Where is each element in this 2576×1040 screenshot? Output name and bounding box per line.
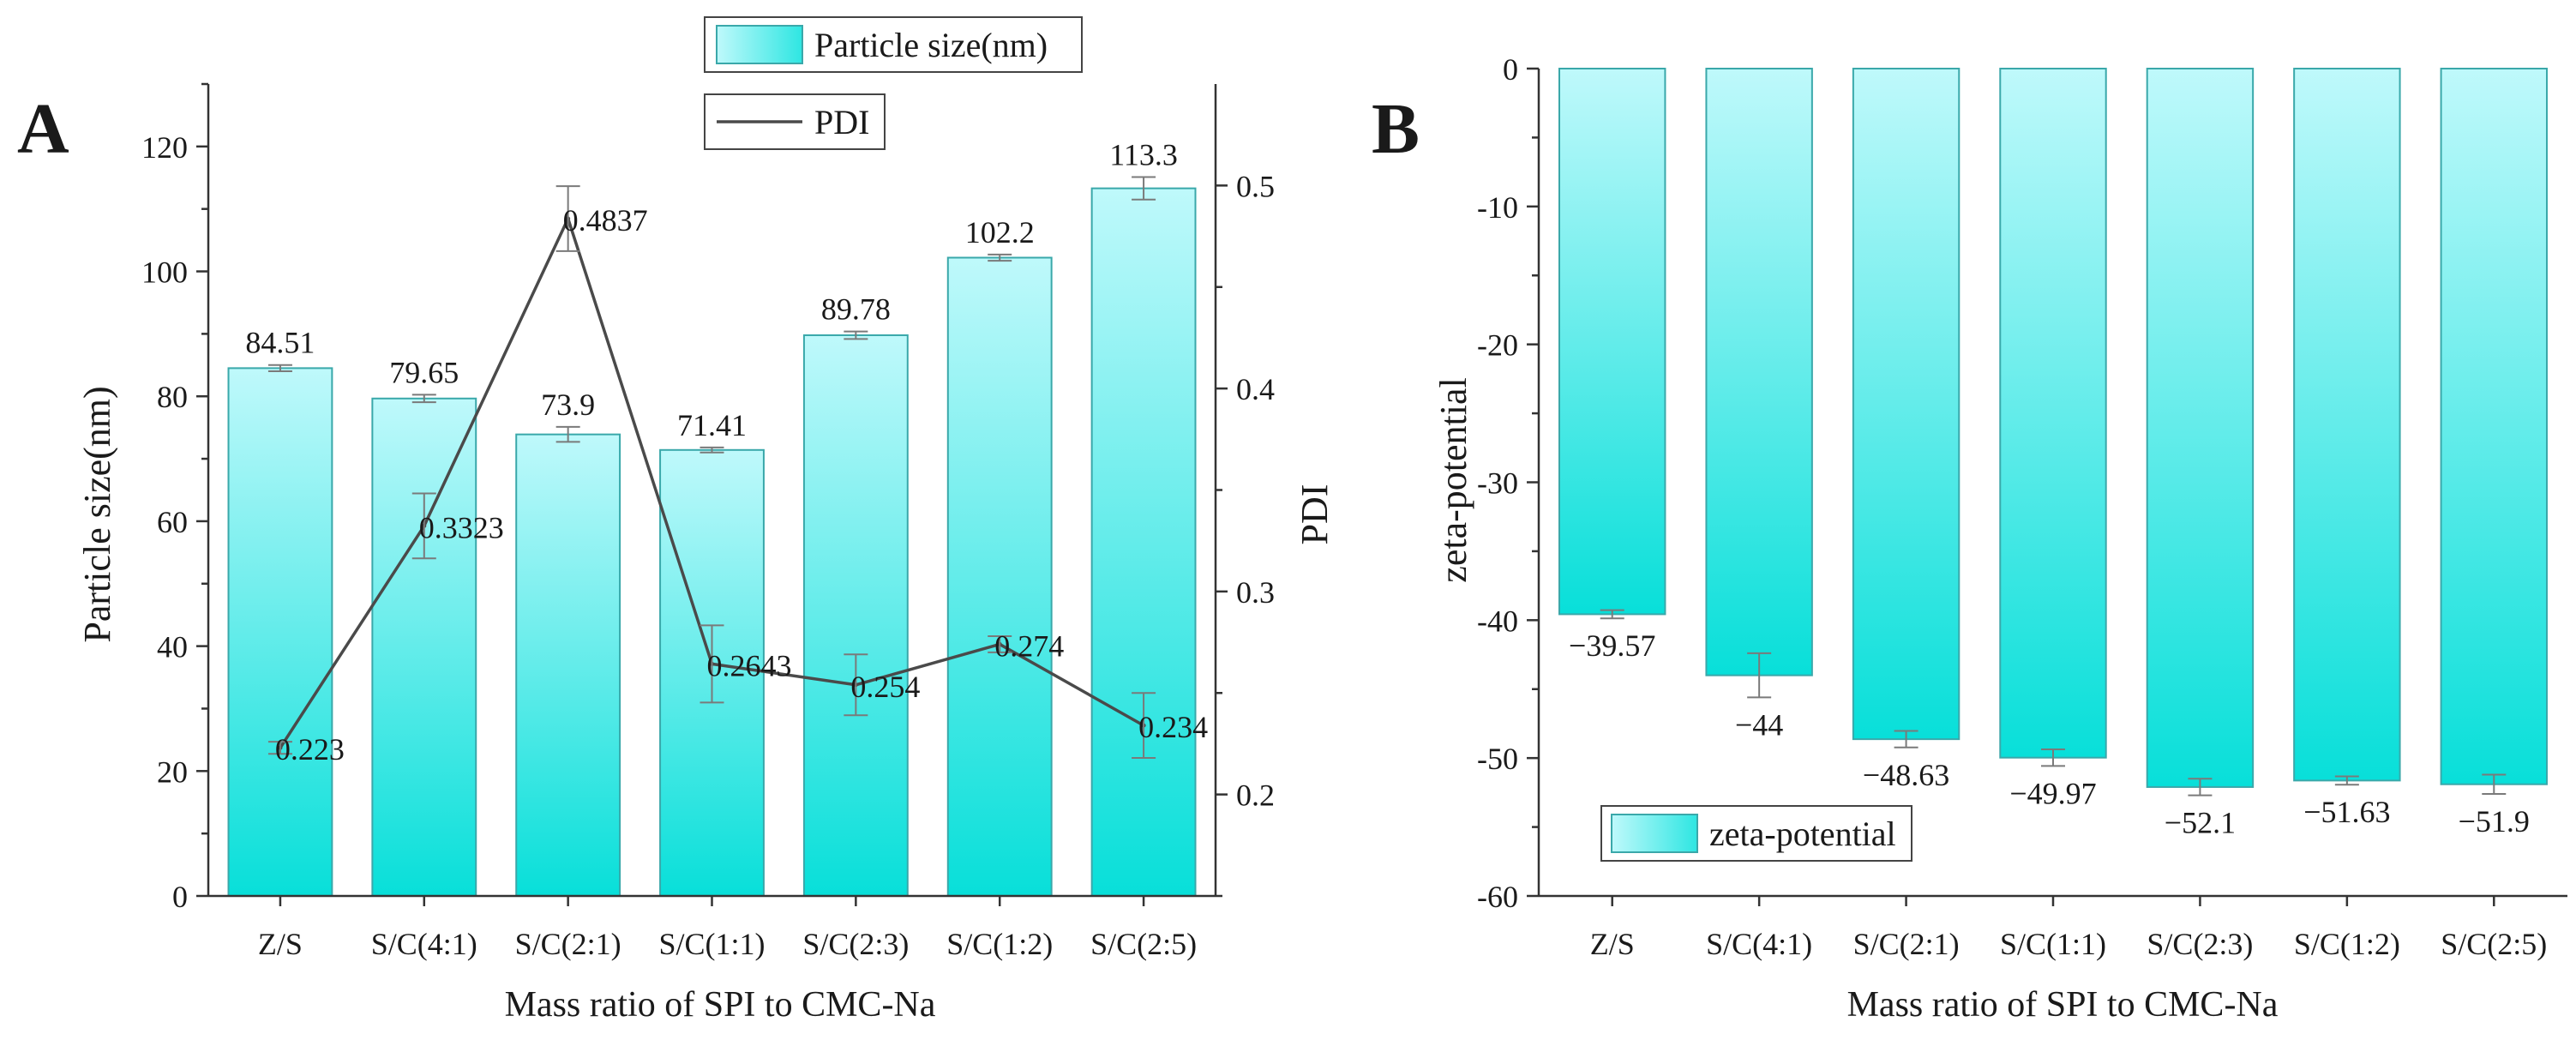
panel-a-y-tick-label: 20 — [157, 754, 188, 789]
panel-a-y2-tick-label: 0.4 — [1236, 372, 1275, 406]
panel-b-x-tick-label: S/C(2:5) — [2441, 927, 2547, 961]
panel-a-y-tick-label: 60 — [157, 505, 188, 539]
panel-a-label: A — [17, 89, 69, 169]
panel-b-y-tick-label: -40 — [1477, 604, 1518, 638]
panel-b-bar — [2146, 68, 2255, 788]
panel-b-bar — [1558, 68, 1666, 616]
panel-b-x-tick-label: Z/S — [1590, 927, 1635, 961]
panel-b-y-tick-label: -60 — [1477, 880, 1518, 914]
panel-a-y2-tick-label: 0.3 — [1236, 575, 1275, 610]
panel-a-x-tick-label: S/C(2:1) — [515, 927, 621, 961]
panel-a-pdi-label: 0.2643 — [707, 648, 792, 682]
panel-a-x-tick-label: Z/S — [258, 927, 303, 961]
panel-b-label: B — [1372, 89, 1420, 169]
panel-b-x-axis-title: Mass ratio of SPI to CMC-Na — [1847, 985, 2279, 1025]
panel-b-x-tick-label: S/C(1:1) — [2000, 927, 2106, 961]
panel-b-bar-label: −51.63 — [2303, 795, 2390, 829]
panel-b-bar-label: −44 — [1735, 707, 1783, 742]
panel-a-pdi-label: 0.274 — [994, 628, 1064, 663]
panel-a-bar-label: 89.78 — [821, 292, 891, 327]
panel-a-y2-axis-title: PDI — [1294, 484, 1336, 545]
panel-a-bar-label: 71.41 — [677, 408, 747, 442]
panel-b-x-tick-label: S/C(4:1) — [1706, 927, 1812, 961]
panel-a-y-tick-label: 120 — [141, 130, 188, 165]
panel-a-y2-tick-label: 0.2 — [1236, 778, 1275, 813]
panel-a-bar-label: 84.51 — [245, 326, 315, 360]
panel-a-bar-label: 102.2 — [965, 215, 1035, 249]
panel-a-bar — [227, 367, 333, 898]
panel-b-bar — [1999, 68, 2107, 759]
panel-b-y-tick-label: -10 — [1477, 190, 1518, 225]
panel-b-y-tick-label: -20 — [1477, 328, 1518, 363]
panel-a-bar — [371, 397, 477, 897]
panel-a-legend: Particle size(nm) PDI — [704, 16, 1083, 150]
panel-a-x-axis-title: Mass ratio of SPI to CMC-Na — [505, 985, 936, 1025]
panel-b-y-tick-label: -30 — [1477, 466, 1518, 501]
panel-a-bar — [1090, 187, 1197, 897]
panel-a-bar-label: 113.3 — [1109, 138, 1178, 172]
panel-a-bar-label: 73.9 — [541, 388, 595, 422]
panel-a-x-tick-label: S/C(2:3) — [802, 927, 909, 961]
panel-a-pdi-label: 0.234 — [1138, 710, 1208, 744]
panel-b-bar — [2440, 68, 2549, 785]
panel-b-x-tick-label: S/C(2:1) — [1853, 927, 1960, 961]
panel-a-y-tick-label: 80 — [157, 380, 188, 414]
panel-b-bar-label: −52.1 — [2165, 806, 2236, 840]
panel-b-bar — [1852, 68, 1961, 741]
panel-a-pdi-label: 0.4837 — [563, 203, 648, 237]
panel-b-y-tick-label: -50 — [1477, 742, 1518, 776]
legend-label-particle-size: Particle size(nm) — [814, 26, 1048, 64]
panel-a-bar — [802, 334, 909, 897]
panel-a-bar — [515, 433, 621, 897]
panel-a-y-tick-label: 40 — [157, 630, 188, 664]
panel-b-bar-label: −39.57 — [1569, 628, 1655, 663]
panel-b-bar — [2293, 68, 2401, 782]
panel-b-bar-label: −51.9 — [2459, 804, 2530, 839]
legend-label-pdi: PDI — [814, 103, 869, 141]
panel-b-bar — [1705, 68, 1813, 676]
panel-a-bar-label: 79.65 — [389, 355, 459, 389]
legend-swatch-zeta — [1611, 814, 1698, 853]
panel-a-pdi-label: 0.223 — [275, 732, 345, 766]
panel-a-y-tick-label: 0 — [172, 880, 188, 914]
panel-a-y-axis-title: Particle size(nm) — [76, 386, 118, 642]
panel-a-chart: A Particle size(nm) PDI Mass ratio of SP… — [17, 16, 1336, 1025]
legend-label-zeta: zeta-potential — [1709, 815, 1896, 853]
panel-a-x-tick-label: S/C(2:5) — [1090, 927, 1197, 961]
panel-b-bar-label: −49.97 — [2009, 776, 2096, 810]
panel-a-x-tick-label: S/C(4:1) — [371, 927, 477, 961]
panel-b-y-axis-title: zeta-potential — [1432, 377, 1474, 582]
panel-a-bar — [946, 256, 1053, 897]
panel-b-x-tick-label: S/C(2:3) — [2147, 927, 2253, 961]
legend-swatch-particle-size — [716, 25, 803, 64]
panel-a-x-tick-label: S/C(1:1) — [658, 927, 765, 961]
panel-a-pdi-label: 0.254 — [850, 670, 920, 704]
panel-b-legend: zeta-potential — [1600, 805, 1912, 862]
panel-a-y-tick-label: 100 — [141, 255, 188, 290]
panel-b-y-tick-label: 0 — [1503, 52, 1518, 87]
panel-b-chart: B zeta-potential Mass ratio of SPI to CM… — [1372, 52, 2567, 1025]
panel-a-y2-tick-label: 0.5 — [1236, 169, 1275, 203]
panel-a-x-tick-label: S/C(1:2) — [946, 927, 1053, 961]
panel-b-bar-label: −48.63 — [1863, 758, 1949, 792]
panel-a-pdi-label: 0.3323 — [419, 510, 504, 544]
panel-b-x-tick-label: S/C(1:2) — [2294, 927, 2400, 961]
